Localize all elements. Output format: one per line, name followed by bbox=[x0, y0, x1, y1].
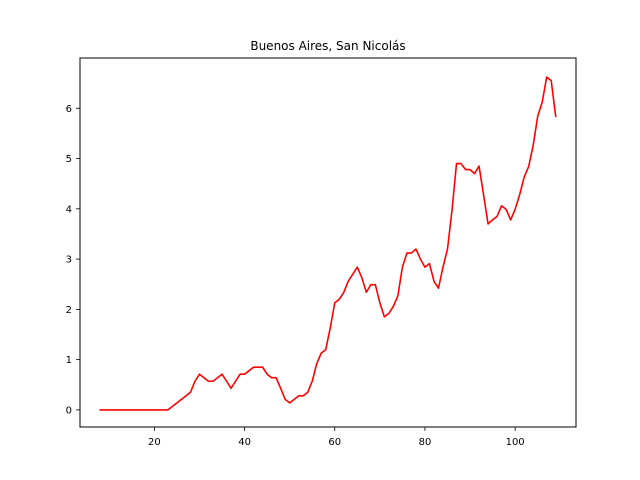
y-tick-label: 4 bbox=[66, 204, 72, 215]
x-tick-label: 60 bbox=[328, 437, 341, 448]
plot-area: 20 40 60 80 100 0 1 2 3 4 5 6 bbox=[66, 57, 577, 448]
y-tick-label: 1 bbox=[66, 355, 72, 366]
y-tick-label: 5 bbox=[66, 154, 72, 165]
y-tick-label: 6 bbox=[66, 104, 72, 115]
y-tick-label: 3 bbox=[66, 255, 72, 266]
x-tick-label: 20 bbox=[148, 437, 161, 448]
y-tick-label: 0 bbox=[66, 405, 72, 416]
y-tick-label: 2 bbox=[66, 305, 72, 316]
x-tick-label: 80 bbox=[419, 437, 432, 448]
axes-frame bbox=[79, 57, 577, 428]
x-tick-label: 100 bbox=[506, 437, 525, 448]
chart-title: Buenos Aires, San Nicolás bbox=[250, 39, 405, 53]
x-tick-label: 40 bbox=[238, 437, 251, 448]
series-line-0 bbox=[99, 76, 557, 411]
